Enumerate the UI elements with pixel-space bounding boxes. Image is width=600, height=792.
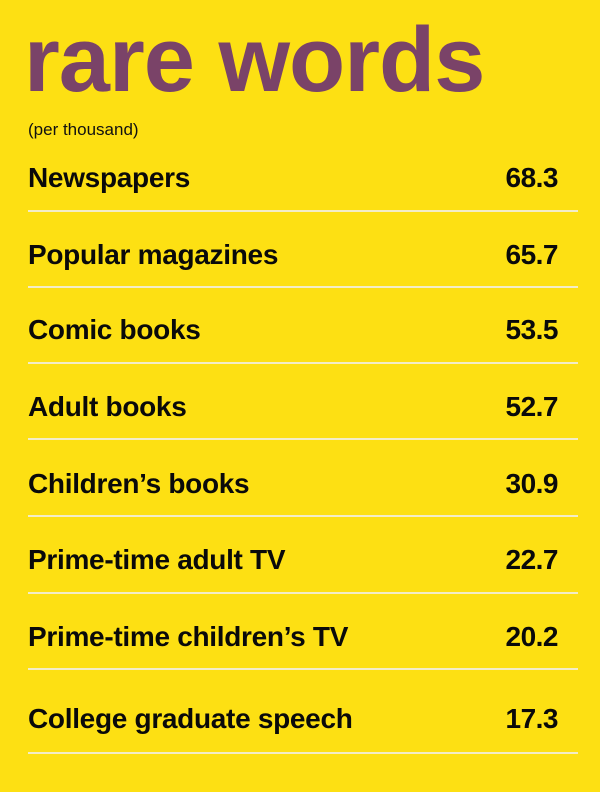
row-label: College graduate speech [28,703,353,734]
row-value: 17.3 [505,703,559,734]
row-value: 68.3 [505,162,559,193]
row-divider [28,438,578,440]
row-value: 65.7 [505,239,559,270]
table-row: Comic books 53.5 [28,310,578,350]
table-row: Prime-time adult TV 22.7 [28,540,578,580]
chart-subtitle: (per thousand) [28,120,139,139]
row-label: Newspapers [28,162,190,193]
row-divider [28,752,578,754]
row-divider [28,592,578,594]
row-value: 52.7 [505,391,559,422]
row-label: Children’s books [28,468,250,499]
table-row: College graduate speech 17.3 [28,699,578,739]
table-row: Adult books 52.7 [28,387,578,427]
row-label: Prime-time adult TV [28,544,286,575]
row-label: Popular magazines [28,239,279,270]
chart-title: rare words [24,9,485,111]
row-label: Prime-time children’s TV [28,621,349,652]
row-divider [28,210,578,212]
table-row: Popular magazines 65.7 [28,235,578,275]
row-label: Adult books [28,391,187,422]
row-value: 20.2 [505,621,559,652]
row-value: 53.5 [505,314,559,345]
row-divider [28,286,578,288]
row-divider [28,515,578,517]
row-value: 30.9 [505,468,559,499]
row-value: 22.7 [505,544,559,575]
row-divider [28,668,578,670]
row-label: Comic books [28,314,201,345]
table-row: Newspapers 68.3 [28,158,578,198]
row-divider [28,362,578,364]
table-row: Prime-time children’s TV 20.2 [28,617,578,657]
table-row: Children’s books 30.9 [28,464,578,504]
